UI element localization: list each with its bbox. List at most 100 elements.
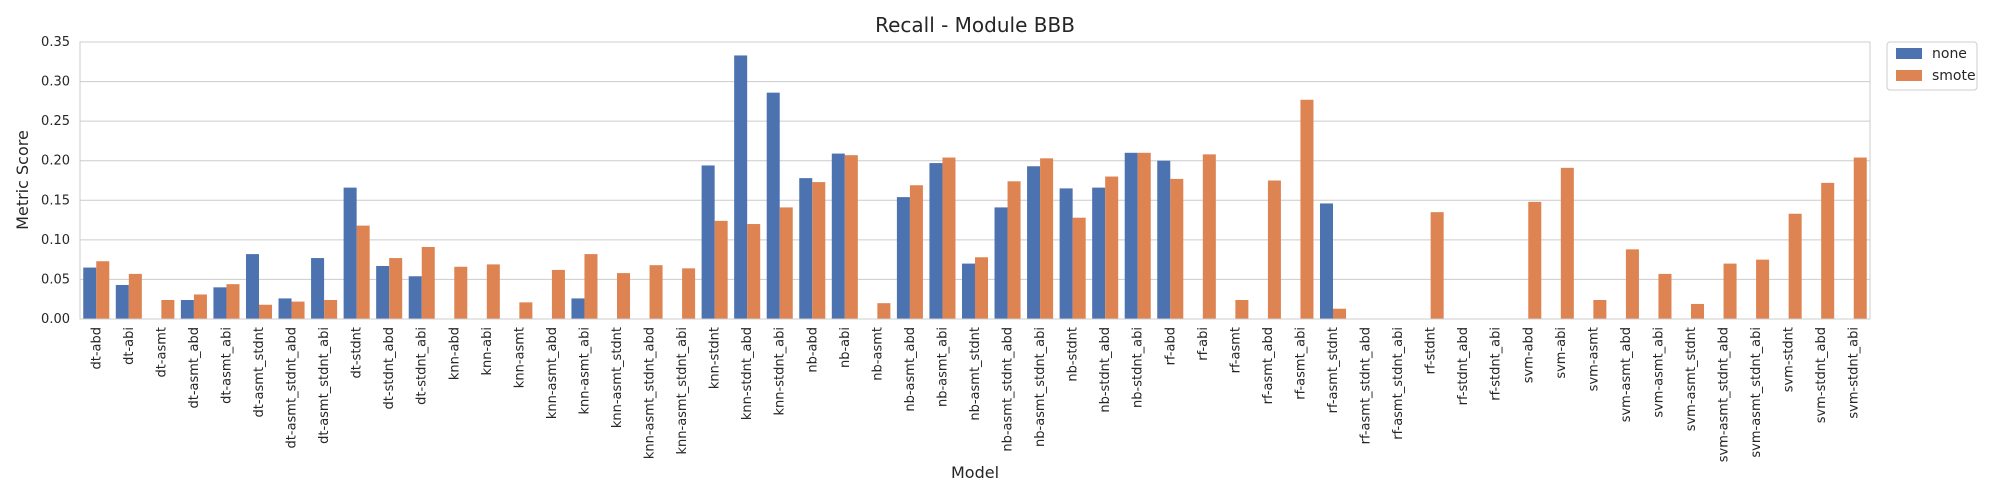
bar-none xyxy=(701,165,715,319)
bar-none xyxy=(115,284,129,319)
bar-smote xyxy=(1658,273,1672,319)
bar-smote xyxy=(617,273,631,319)
bar-none xyxy=(734,55,748,319)
bar-smote xyxy=(1137,152,1151,319)
bar-smote xyxy=(747,224,761,319)
bar-none xyxy=(311,258,325,319)
x-tick-label: dt-stdnt_abd xyxy=(382,327,397,409)
bar-smote xyxy=(1300,99,1314,320)
x-tick-label: nb-asmt xyxy=(870,327,885,381)
y-axis-title: Metric Score xyxy=(13,130,32,230)
legend-label-none: none xyxy=(1932,46,1967,62)
bar-smote xyxy=(1333,308,1347,319)
bar-smote xyxy=(1007,181,1021,319)
chart-title: Recall - Module BBB xyxy=(875,13,1075,37)
bar-none xyxy=(1059,188,1073,319)
bar-none xyxy=(961,263,975,319)
x-axis-title: Model xyxy=(951,463,999,482)
bar-none xyxy=(343,187,357,319)
plot-frame xyxy=(79,41,1871,320)
x-tick-label: nb-asmt_stdnt xyxy=(968,327,983,421)
x-tick-label: svm-asmt_abd xyxy=(1619,327,1634,422)
bar-smote xyxy=(324,300,338,319)
bar-smote xyxy=(551,269,565,319)
bar-smote xyxy=(779,207,793,319)
bar-smote xyxy=(877,303,891,319)
bar-smote xyxy=(682,268,696,319)
bar-smote xyxy=(389,258,403,319)
bar-none xyxy=(408,276,422,319)
bar-smote xyxy=(812,182,826,319)
x-tick-label: rf-asmt_abd xyxy=(1261,327,1276,404)
y-axis-ticks: 0.00 0.05 0.10 0.15 0.20 0.25 0.30 0.35 xyxy=(41,35,70,327)
bar-none xyxy=(571,298,585,319)
x-axis-ticks: dt-abd dt-abi dt-asmt dt-asmt_abd dt-asmt_ab… xyxy=(89,327,1861,462)
bar-smote xyxy=(226,284,240,319)
bar-none xyxy=(278,298,292,319)
bar-smote xyxy=(454,266,468,319)
x-tick-label: dt-asmt_abi xyxy=(219,327,234,404)
x-tick-label: knn-abd xyxy=(447,327,462,380)
x-tick-label: nb-asmt_abi xyxy=(935,327,950,407)
x-tick-label: knn-asmt_stdnt_abd xyxy=(643,327,658,459)
bar-smote xyxy=(584,254,598,319)
bar-none xyxy=(1092,187,1106,319)
x-tick-label: nb-stdnt_abi xyxy=(1131,327,1146,408)
x-tick-label: svm-asmt_stdnt xyxy=(1684,327,1699,431)
bar-none xyxy=(831,153,845,319)
legend-swatch-none xyxy=(1896,48,1922,59)
bar-none xyxy=(1124,152,1138,319)
x-tick-label: dt-stdnt_abi xyxy=(415,327,430,405)
x-tick-label: dt-stdnt xyxy=(350,327,365,379)
bar-smote xyxy=(356,225,370,319)
bar-smote xyxy=(421,246,435,319)
bar-smote xyxy=(714,220,728,319)
bar-smote xyxy=(649,265,663,319)
bar-smote xyxy=(1560,167,1574,319)
bar-smote xyxy=(1853,157,1867,319)
y-tick-label: 0.15 xyxy=(41,193,70,208)
bar-smote xyxy=(942,157,956,319)
bar-none xyxy=(994,207,1008,319)
x-tick-label: nb-stdnt_abd xyxy=(1098,327,1113,413)
x-tick-label: nb-abi xyxy=(838,327,853,368)
x-tick-label: nb-asmt_stdnt_abi xyxy=(1033,327,1048,447)
x-tick-label: dt-asmt_stdnt xyxy=(252,327,267,418)
bar-smote xyxy=(1691,303,1705,319)
y-tick-label: 0.30 xyxy=(41,75,70,90)
x-tick-label: svm-abi xyxy=(1554,327,1569,379)
bars xyxy=(83,55,1867,320)
bar-none xyxy=(213,287,227,319)
y-tick-label: 0.05 xyxy=(41,272,70,287)
bar-smote xyxy=(1267,180,1281,319)
bar-smote xyxy=(1593,300,1607,319)
x-tick-label: nb-asmt_abd xyxy=(903,327,918,412)
bar-none xyxy=(1319,203,1333,319)
bar-smote xyxy=(1788,213,1802,319)
bar-smote xyxy=(1235,300,1249,319)
x-tick-label: rf-stdnt_abi xyxy=(1489,327,1504,401)
bar-none xyxy=(180,300,194,319)
y-tick-label: 0.10 xyxy=(41,233,70,248)
x-tick-label: dt-asmt_stdnt_abi xyxy=(317,327,332,444)
bar-smote xyxy=(1821,182,1835,319)
bar-smote xyxy=(1072,217,1086,319)
x-tick-label: nb-asmt_stdnt_abd xyxy=(1001,327,1016,452)
bar-smote xyxy=(96,261,110,319)
x-tick-label: svm-asmt_abi xyxy=(1651,327,1666,418)
bar-smote xyxy=(1625,249,1639,319)
x-tick-label: rf-asmt_stdnt_abd xyxy=(1359,327,1374,444)
x-tick-label: nb-abd xyxy=(805,327,820,373)
x-tick-label: svm-stdnt_abd xyxy=(1814,327,1829,423)
bar-none xyxy=(1157,160,1171,319)
x-tick-label: knn-abi xyxy=(480,327,495,376)
bar-none xyxy=(766,92,780,320)
x-tick-label: rf-abd xyxy=(1163,327,1178,365)
legend: none smote xyxy=(1886,41,1978,91)
bar-none xyxy=(799,178,813,319)
x-tick-label: dt-asmt xyxy=(154,327,169,378)
bar-smote xyxy=(1105,176,1119,319)
x-tick-label: nb-stdnt xyxy=(1066,327,1081,382)
bar-smote xyxy=(128,273,142,319)
